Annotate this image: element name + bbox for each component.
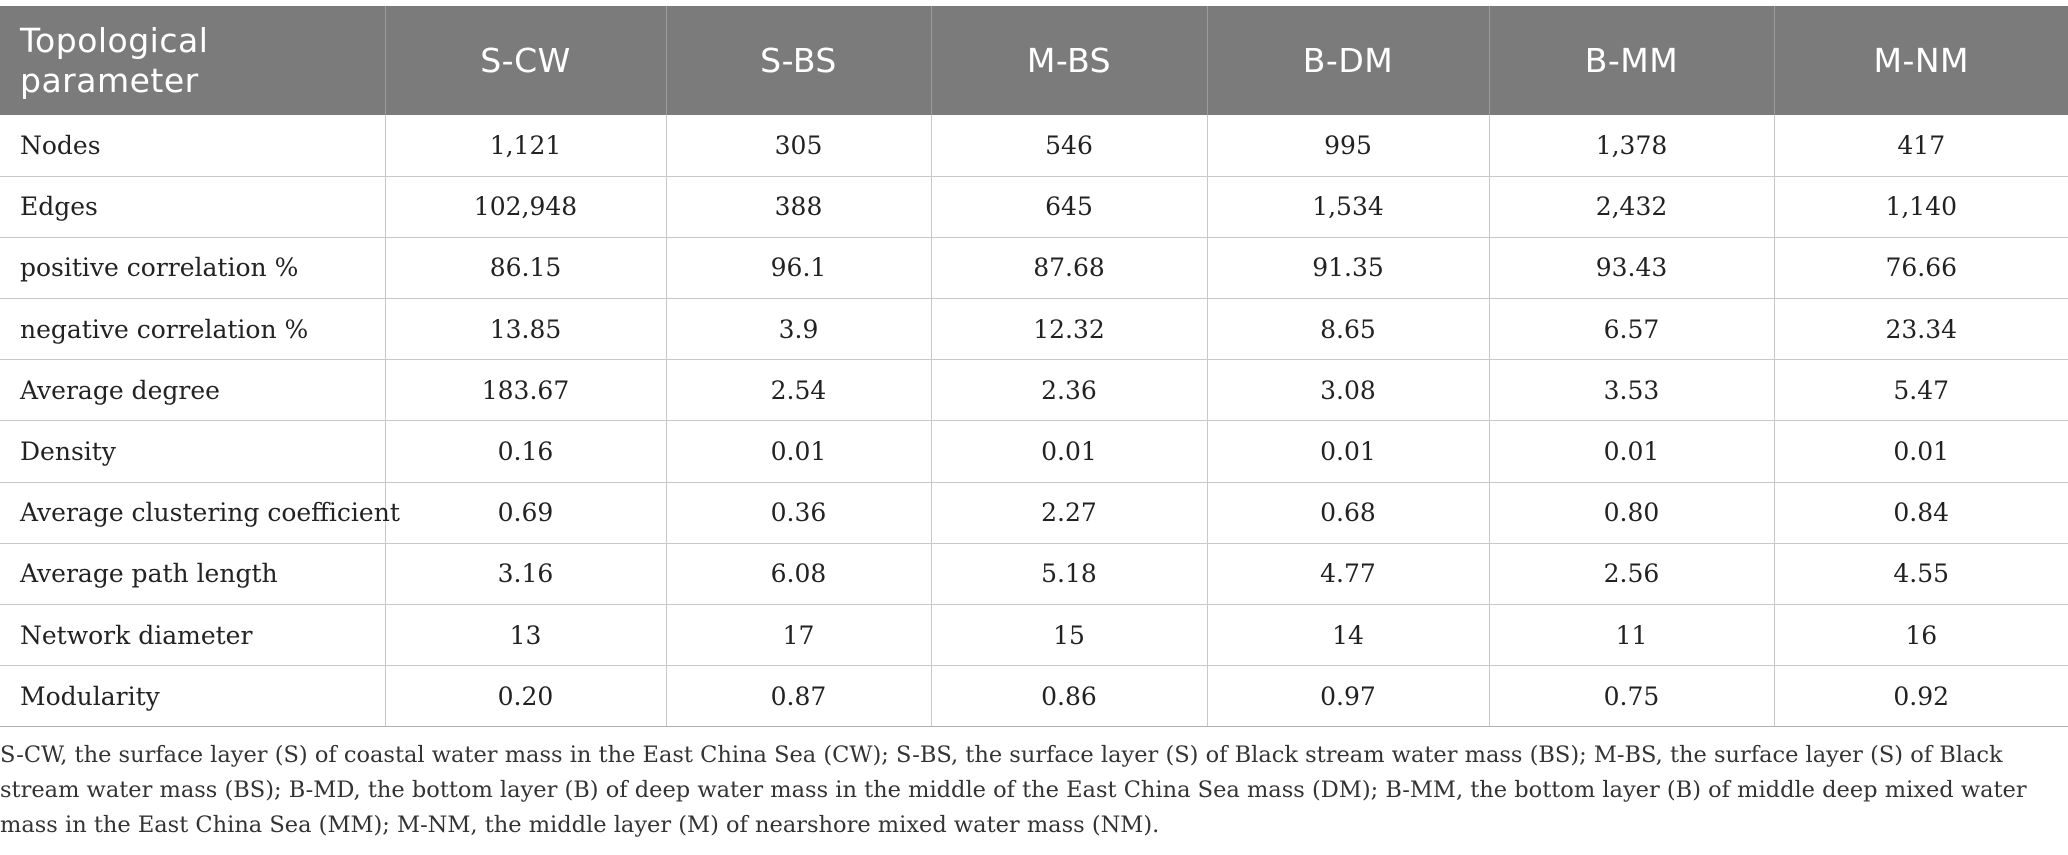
table-cell: 15 [931, 604, 1208, 667]
table-cell: 2.36 [931, 359, 1208, 422]
table-cell: 1,140 [1774, 176, 2068, 238]
table-cell: 0.36 [666, 482, 932, 544]
table-cell: 102,948 [385, 176, 667, 238]
table-cell: 5.47 [1774, 359, 2068, 422]
table-cell: 0.87 [666, 665, 932, 728]
table-cell: 13 [385, 604, 667, 667]
table-cell: 0.86 [931, 665, 1208, 728]
row-label: positive correlation % [0, 237, 386, 300]
table-footnote: S-CW, the surface layer (S) of coastal w… [0, 742, 2027, 838]
table-cell: 13.85 [385, 298, 667, 361]
row-label: Edges [0, 176, 386, 238]
table-cell: 3.9 [666, 298, 932, 361]
table-row: Modularity 0.20 0.87 0.86 0.97 0.75 0.92 [0, 665, 2068, 728]
table-cell: 0.84 [1774, 482, 2068, 544]
table-cell: 0.20 [385, 665, 667, 728]
topological-parameters-table: Topological parameter S-CW S-BS M-BS B-D… [0, 6, 2068, 728]
table-cell: 0.68 [1207, 482, 1490, 544]
table-cell: 995 [1207, 115, 1490, 177]
row-label: Average degree [0, 359, 386, 422]
table-row: Density 0.16 0.01 0.01 0.01 0.01 0.01 [0, 420, 2068, 483]
table-cell: 0.75 [1489, 665, 1775, 728]
table-header-row: Topological parameter S-CW S-BS M-BS B-D… [0, 6, 2068, 115]
table-row: negative correlation % 13.85 3.9 12.32 8… [0, 298, 2068, 361]
table-cell: 0.92 [1774, 665, 2068, 728]
table-container: Topological parameter S-CW S-BS M-BS B-D… [0, 6, 2068, 728]
table-row: Edges 102,948 388 645 1,534 2,432 1,140 [0, 176, 2068, 238]
table-cell: 86.15 [385, 237, 667, 300]
row-label: negative correlation % [0, 298, 386, 361]
table-cell: 11 [1489, 604, 1775, 667]
header-s-bs: S-BS [666, 6, 932, 115]
table-cell: 0.16 [385, 420, 667, 483]
table-cell: 0.01 [931, 420, 1208, 483]
table-cell: 0.97 [1207, 665, 1490, 728]
row-label: Density [0, 420, 386, 483]
table-cell: 5.18 [931, 543, 1208, 606]
header-b-dm: B-DM [1207, 6, 1490, 115]
table-cell: 0.01 [1489, 420, 1775, 483]
table-cell: 2.56 [1489, 543, 1775, 606]
table-cell: 1,121 [385, 115, 667, 177]
table-cell: 0.80 [1489, 482, 1775, 544]
table-cell: 3.16 [385, 543, 667, 606]
table-row: positive correlation % 86.15 96.1 87.68 … [0, 237, 2068, 300]
table-cell: 0.01 [1207, 420, 1490, 483]
table-cell: 388 [666, 176, 932, 238]
table-cell: 546 [931, 115, 1208, 177]
table-cell: 0.01 [1774, 420, 2068, 483]
table-cell: 8.65 [1207, 298, 1490, 361]
table-cell: 1,378 [1489, 115, 1775, 177]
table-cell: 93.43 [1489, 237, 1775, 300]
table-cell: 6.08 [666, 543, 932, 606]
table-cell: 0.01 [666, 420, 932, 483]
table-cell: 96.1 [666, 237, 932, 300]
table-row: Average clustering coefficient 0.69 0.36… [0, 482, 2068, 544]
table-cell: 4.77 [1207, 543, 1490, 606]
table-cell: 0.69 [385, 482, 667, 544]
row-label: Nodes [0, 115, 386, 177]
table-row: Average path length 3.16 6.08 5.18 4.77 … [0, 543, 2068, 606]
table-cell: 645 [931, 176, 1208, 238]
table-cell: 23.34 [1774, 298, 2068, 361]
row-label: Network diameter [0, 604, 386, 667]
table-row: Network diameter 13 17 15 14 11 16 [0, 604, 2068, 667]
table-row: Average degree 183.67 2.54 2.36 3.08 3.5… [0, 359, 2068, 422]
table-cell: 16 [1774, 604, 2068, 667]
table-cell: 12.32 [931, 298, 1208, 361]
header-b-mm: B-MM [1489, 6, 1775, 115]
header-topological-parameter: Topological parameter [0, 6, 386, 115]
table-cell: 17 [666, 604, 932, 667]
table-cell: 417 [1774, 115, 2068, 177]
row-label: Average path length [0, 543, 386, 606]
table-cell: 305 [666, 115, 932, 177]
table-row: Nodes 1,121 305 546 995 1,378 417 [0, 115, 2068, 177]
table-cell: 2,432 [1489, 176, 1775, 238]
table-cell: 76.66 [1774, 237, 2068, 300]
header-m-bs: M-BS [931, 6, 1208, 115]
table-cell: 91.35 [1207, 237, 1490, 300]
header-m-nm: M-NM [1873, 40, 1970, 80]
table-cell: 2.54 [666, 359, 932, 422]
row-label: Modularity [0, 665, 386, 728]
table-cell: 14 [1207, 604, 1490, 667]
header-s-cw: S-CW [385, 6, 667, 115]
row-label: Average clustering coefficient [0, 482, 400, 544]
table-cell: 3.08 [1207, 359, 1490, 422]
table-cell: 2.27 [931, 482, 1208, 544]
table-cell: 6.57 [1489, 298, 1775, 361]
table-cell: 183.67 [385, 359, 667, 422]
table-cell: 4.55 [1774, 543, 2068, 606]
table-cell: 87.68 [931, 237, 1208, 300]
table-cell: 1,534 [1207, 176, 1490, 238]
table-cell: 3.53 [1489, 359, 1775, 422]
